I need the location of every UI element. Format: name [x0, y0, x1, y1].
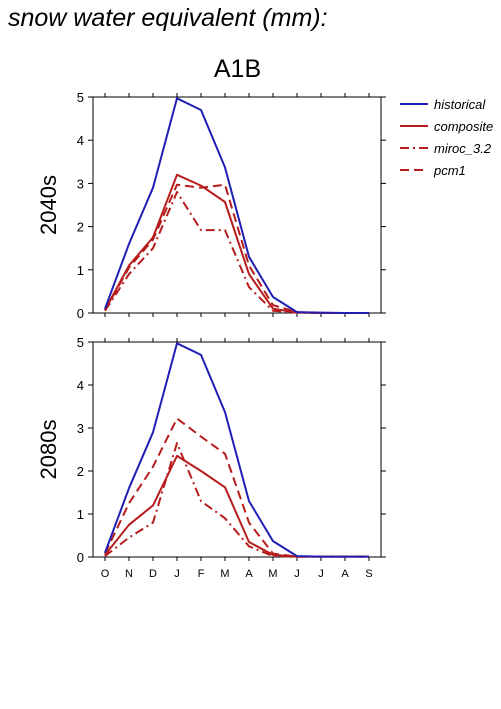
y-tick-label: 0	[77, 306, 84, 321]
series-line-pcm1	[104, 183, 369, 314]
x-tick-label: M	[220, 568, 229, 580]
y-tick-label: 0	[77, 550, 84, 565]
legend-label-pcm1: pcm1	[433, 163, 466, 178]
y-tick-label: 4	[77, 133, 84, 148]
panel-label-2080s: 2080s	[36, 420, 61, 480]
x-tick-label: S	[365, 568, 372, 580]
chart-panel-2040s: 0 1 2 3 4 5 2040s	[36, 90, 386, 321]
legend: historical composite miroc_3.2 pcm1	[400, 97, 493, 178]
legend-label-historical: historical	[434, 97, 486, 112]
y-tick-label: 1	[77, 263, 84, 278]
x-tick-label: J	[294, 568, 300, 580]
page-title: snow water equivalent (mm):	[8, 4, 328, 32]
legend-label-miroc_3.2: miroc_3.2	[434, 141, 492, 156]
series-line-historical	[104, 342, 369, 558]
series-line-historical	[104, 97, 369, 314]
y-tick-label: 5	[77, 335, 84, 350]
y-tick-label: 4	[77, 378, 84, 393]
plot-frame	[92, 341, 382, 558]
y-tick-label: 3	[77, 176, 84, 191]
y-tick-label: 1	[77, 507, 84, 522]
y-tick-label: 2	[77, 464, 84, 479]
plot-frame	[92, 96, 382, 314]
y-tick-label: 5	[77, 90, 84, 105]
legend-label-composite: composite	[434, 119, 493, 134]
x-tick-label: M	[268, 568, 277, 580]
x-tick-label: O	[101, 568, 110, 580]
y-tick-label: 3	[77, 421, 84, 436]
x-tick-label: A	[245, 568, 253, 580]
x-tick-label: N	[125, 568, 133, 580]
x-tick-label: F	[198, 568, 205, 580]
x-tick-label: J	[174, 568, 180, 580]
x-tick-label: A	[341, 568, 349, 580]
y-tick-label: 2	[77, 220, 84, 235]
series-line-composite	[104, 454, 369, 558]
x-tick-label: D	[149, 568, 157, 580]
panel-label-2040s: 2040s	[36, 175, 61, 235]
chart-panel-2080s: 0 1 2 3 4 5 O N D J F M A M J J A S 2080s	[36, 335, 386, 580]
series-line-pcm1	[104, 417, 369, 558]
scenario-title: A1B	[213, 55, 262, 83]
x-tick-label: J	[318, 568, 324, 580]
series-line-composite	[104, 173, 369, 314]
